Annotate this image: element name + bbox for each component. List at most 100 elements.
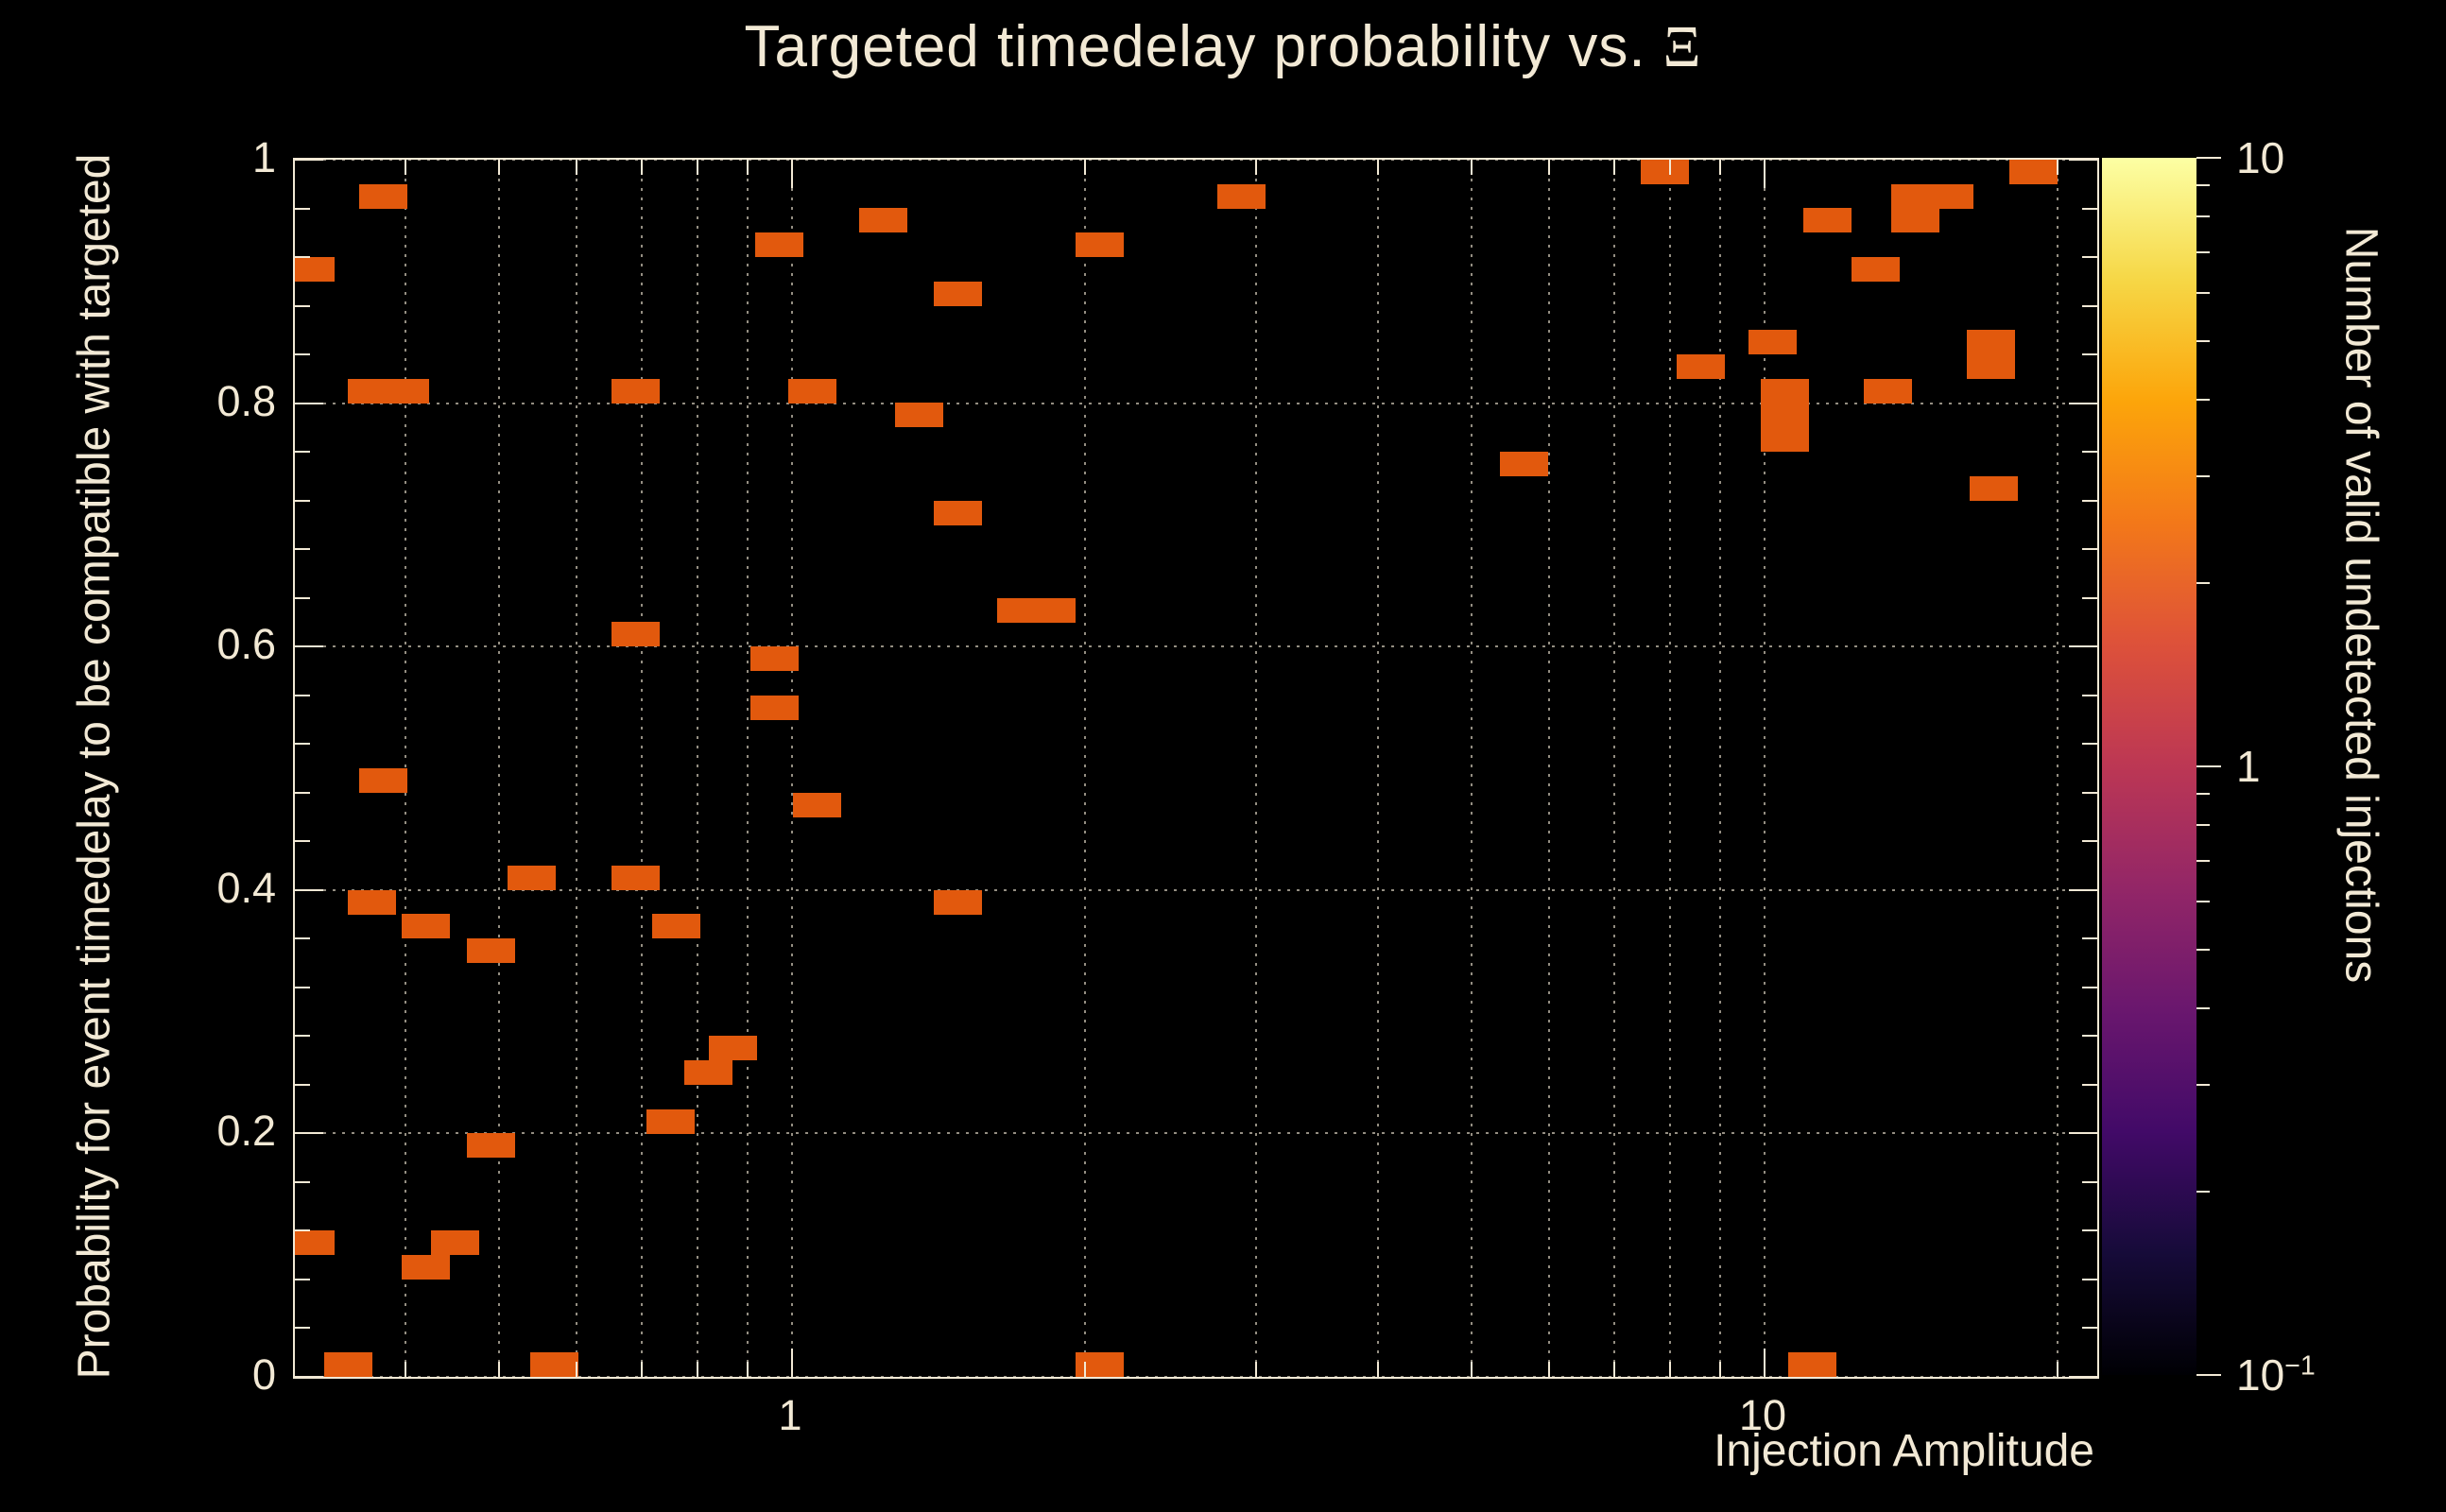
y-tick <box>2082 304 2097 307</box>
x-tick <box>575 160 577 175</box>
y-gridline <box>295 888 2097 891</box>
x-gridline <box>791 160 793 1377</box>
y-tick-label: 0 <box>251 1350 276 1399</box>
x-tick <box>697 1362 699 1377</box>
x-gridline <box>498 160 501 1377</box>
y-tick <box>295 1376 323 1377</box>
heatmap-cell <box>359 767 408 793</box>
y-tick <box>295 1132 323 1135</box>
colorbar-tick <box>2196 1083 2210 1086</box>
x-tick <box>746 160 749 175</box>
x-gridline <box>1254 160 1257 1377</box>
heatmap-cell <box>1864 378 1913 404</box>
y-tick <box>295 645 323 648</box>
heatmap-cell <box>611 865 660 890</box>
y-tick <box>295 353 310 356</box>
y-tick <box>2082 207 2097 210</box>
y-tick-label: 0.2 <box>216 1107 276 1156</box>
colorbar-tick <box>2196 793 2210 796</box>
x-tick-label: 1 <box>778 1391 802 1439</box>
x-tick <box>697 160 699 175</box>
y-tick <box>2082 596 2097 599</box>
heatmap-cell <box>1967 353 2016 379</box>
heatmap-cell <box>324 1352 373 1377</box>
heatmap-cell <box>1891 208 1940 233</box>
x-tick <box>1612 160 1615 175</box>
y-tick-label: 0.4 <box>216 863 276 912</box>
y-tick <box>295 548 310 551</box>
colorbar-tick <box>2196 1374 2221 1376</box>
y-tick <box>295 888 323 891</box>
colorbar-tick <box>2196 184 2210 187</box>
heatmap-cell <box>1925 183 1974 209</box>
heatmap-cell <box>295 1230 336 1256</box>
heatmap-cell <box>651 914 700 939</box>
heatmap-cell <box>646 1108 695 1134</box>
heatmap-cell <box>933 889 982 915</box>
x-tick <box>791 1349 793 1377</box>
heatmap-cell <box>348 889 397 915</box>
y-tick <box>2082 548 2097 551</box>
x-tick <box>1718 1362 1721 1377</box>
heatmap-cell <box>1677 353 1726 379</box>
x-tick <box>1471 1362 1473 1377</box>
heatmap-cell <box>2008 160 2058 184</box>
heatmap-cell <box>1851 256 1900 282</box>
y-gridline <box>295 160 2097 161</box>
x-tick <box>1612 1362 1615 1377</box>
heatmap-cell <box>1802 208 1852 233</box>
heatmap-cell <box>1761 378 1810 404</box>
y-tick <box>295 1083 310 1086</box>
x-tick <box>1764 1349 1766 1377</box>
colorbar <box>2102 158 2196 1375</box>
y-tick <box>295 791 310 794</box>
heatmap-cell <box>1500 452 1549 476</box>
y-tick <box>295 1278 310 1280</box>
heatmap-cell <box>1027 597 1077 623</box>
colorbar-tick-label: 10 <box>2236 132 2284 183</box>
heatmap-cell <box>359 183 408 209</box>
colorbar-tick <box>2196 948 2210 951</box>
x-gridline <box>697 160 699 1377</box>
y-tick <box>2082 1327 2097 1330</box>
y-tick <box>2069 160 2097 161</box>
y-tick <box>2082 694 2097 696</box>
x-gridline <box>640 160 643 1377</box>
y-tick <box>2082 1083 2097 1086</box>
x-tick <box>575 1362 577 1377</box>
x-gridline <box>1612 160 1615 1377</box>
heatmap-cell <box>1075 232 1124 258</box>
colorbar-tick <box>2196 900 2210 902</box>
y-tick <box>2082 451 2097 454</box>
y-tick <box>2069 888 2097 891</box>
heatmap-cell <box>295 256 336 282</box>
heatmap-cell <box>709 1036 758 1061</box>
heatmap-cell <box>1748 330 1798 355</box>
y-tick-label: 1 <box>251 133 276 181</box>
colorbar-tick <box>2196 859 2210 862</box>
y-tick <box>295 986 310 988</box>
y-tick <box>2082 937 2097 940</box>
x-tick <box>404 160 406 175</box>
heatmap-cell <box>430 1230 479 1256</box>
xi-symbol: Ξ <box>1662 15 1702 79</box>
x-tick <box>640 1362 643 1377</box>
x-tick <box>1254 1362 1257 1377</box>
x-gridline <box>1471 160 1473 1377</box>
x-gridline <box>2056 160 2058 1377</box>
heatmap-cell <box>1761 427 1810 453</box>
x-tick <box>746 1362 749 1377</box>
colorbar-tick <box>2196 399 2210 402</box>
x-tick <box>498 1362 501 1377</box>
y-tick <box>295 256 310 259</box>
y-gridline <box>295 1376 2097 1377</box>
heatmap-cell <box>508 865 557 890</box>
x-tick <box>1669 1362 1672 1377</box>
y-tick <box>295 743 310 746</box>
y-tick <box>2069 1132 2097 1135</box>
heatmap-cell <box>750 695 800 720</box>
heatmap-cell <box>1967 330 2016 355</box>
y-tick <box>295 596 310 599</box>
colorbar-tick-label: 10−1 <box>2236 1349 2316 1400</box>
